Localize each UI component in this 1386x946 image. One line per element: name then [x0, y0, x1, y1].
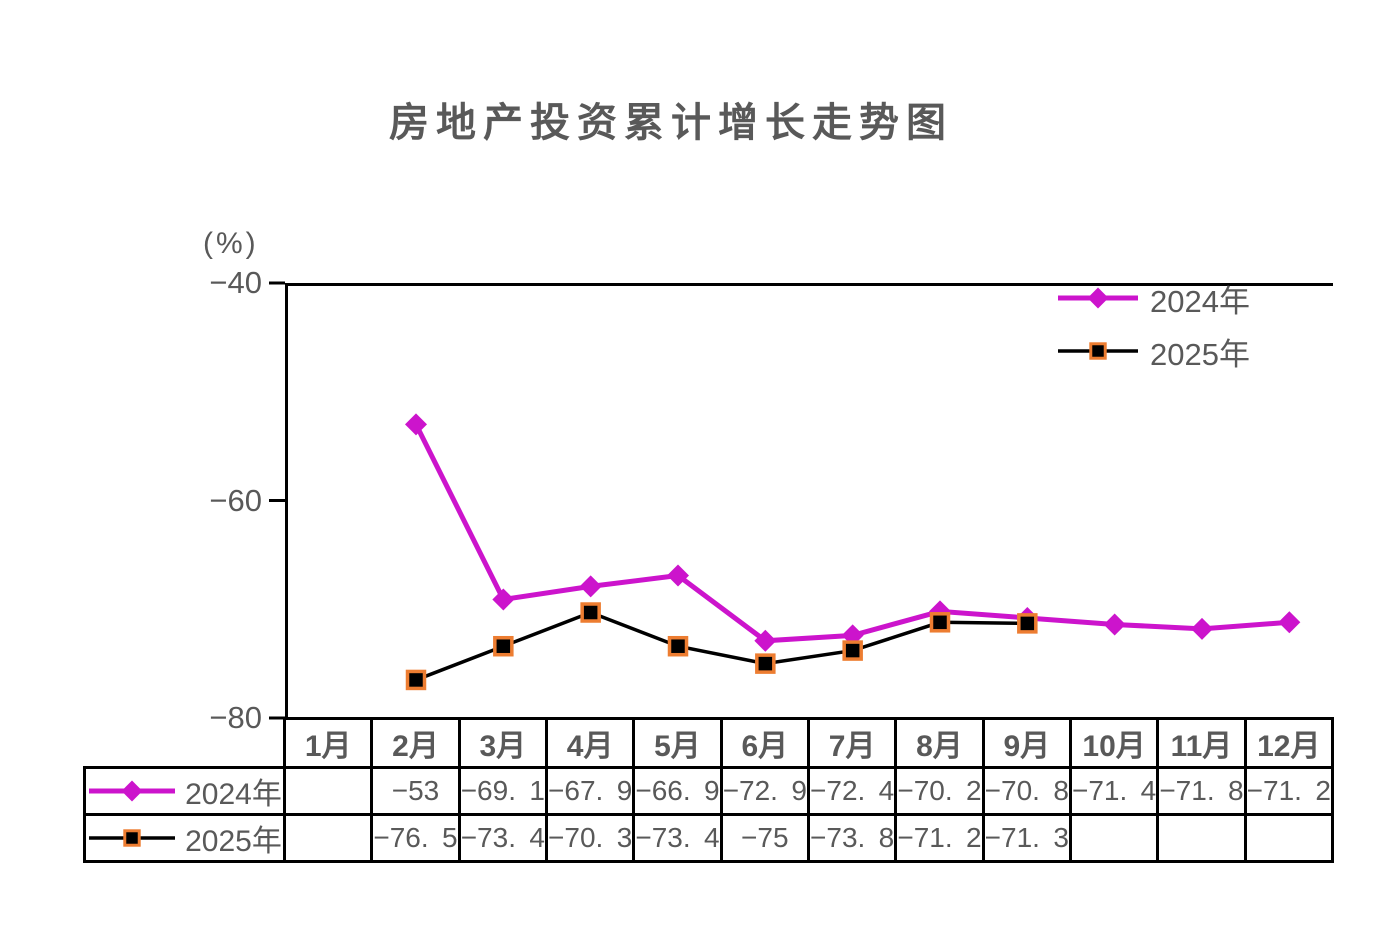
- data-point-marker-diamond: [1278, 611, 1301, 634]
- series-label-cell: 2025年: [83, 813, 286, 863]
- series-label-cell: 2024年: [83, 766, 286, 816]
- month-header-cell: 10月: [1068, 717, 1160, 769]
- data-point-marker-diamond: [1191, 617, 1213, 640]
- table-value-cell: −76. 5: [370, 813, 461, 863]
- data-point-marker-square: [929, 612, 951, 633]
- month-header-cell: 12月: [1243, 717, 1334, 769]
- table-value-cell: −70. 3: [544, 813, 636, 863]
- data-point-marker-diamond: [667, 564, 689, 587]
- table-value-cell: −69. 1: [457, 766, 548, 816]
- month-header-cell: 9月: [981, 717, 1072, 769]
- series-line-2025年: [415, 610, 1028, 682]
- table-value-cell: −71. 3: [981, 813, 1072, 863]
- data-point-marker-diamond: [579, 575, 602, 598]
- y-axis-tick-label: −60: [209, 482, 262, 518]
- data-point-marker-diamond: [405, 413, 427, 436]
- data-point-marker-square: [493, 635, 514, 657]
- table-value-cell: −71. 2: [894, 813, 985, 863]
- month-header-cell: 1月: [282, 717, 374, 769]
- table-value-cell: −71. 4: [1068, 766, 1160, 816]
- month-header-cell: 2月: [370, 717, 461, 769]
- data-point-marker-square: [842, 640, 863, 661]
- data-point-marker-square: [1089, 342, 1107, 360]
- data-point-marker-square: [123, 829, 141, 847]
- legend-label: 2025年: [1150, 336, 1250, 372]
- legend-item-2024年: 2024年: [1056, 276, 1250, 320]
- data-point-marker-square: [1017, 613, 1038, 634]
- table-value-cell: −72. 4: [806, 766, 898, 816]
- table-value-cell: [1156, 813, 1247, 863]
- table-value-cell: −71. 2: [1243, 766, 1334, 816]
- legend: 2024年 2025年: [1056, 276, 1250, 373]
- data-point-marker-diamond: [1087, 287, 1109, 309]
- table-value-cell: −70. 8: [981, 766, 1072, 816]
- table-value-cell: −73. 4: [457, 813, 548, 863]
- data-point-marker-diamond: [121, 780, 143, 802]
- data-point-marker-square: [405, 669, 427, 691]
- table-value-cell: −70. 2: [894, 766, 985, 816]
- series-name: 2024年: [185, 778, 282, 811]
- table-value-cell: −53: [370, 766, 461, 816]
- table-value-cell: −71. 8: [1156, 766, 1247, 816]
- data-point-marker-square: [667, 635, 689, 657]
- data-point-marker-square: [755, 653, 776, 674]
- legend-swatch-2024年: [1058, 287, 1138, 309]
- data-point-marker-diamond: [492, 588, 515, 611]
- table-row-2024年: 2024年 −53 −69. 1 −67. 9 −66. 9 −72. 9 −72. 4 −7…: [83, 766, 1334, 816]
- table-value-cell: −67. 9: [544, 766, 636, 816]
- table-value-cell: −73. 4: [632, 813, 723, 863]
- data-point-marker-diamond: [754, 629, 777, 652]
- month-header-cell: 7月: [806, 717, 898, 769]
- data-table: 1月 2月 3月 4月 5月 6月 7月 8月 9月 10月 11月 12月 2024年 −53 −69. …: [83, 717, 1334, 863]
- y-axis-tick-label: −40: [209, 265, 262, 300]
- data-point-marker-diamond: [1103, 613, 1126, 636]
- series-name: 2025年: [185, 825, 282, 858]
- table-value-cell: −75: [719, 813, 810, 863]
- legend-swatch-2024年: [89, 780, 176, 802]
- table-value-cell: [1243, 813, 1334, 863]
- y-axis-unit-label: (%): [203, 227, 259, 260]
- month-header-cell: 8月: [894, 717, 985, 769]
- month-header-cell: 4月: [544, 717, 636, 769]
- table-value-cell: [282, 813, 374, 863]
- month-header-cell: 3月: [457, 717, 548, 769]
- month-header-cell: 11月: [1156, 717, 1247, 769]
- legend-item-2025年: 2025年: [1056, 329, 1250, 373]
- month-header-cell: 6月: [719, 717, 810, 769]
- table-value-cell: [282, 766, 374, 816]
- month-header-cell: 5月: [632, 717, 723, 769]
- table-row-2025年: 2025年 −76. 5 −73. 4 −70. 3 −73. 4 −75 −73. 8 −7…: [83, 813, 1334, 863]
- legend-swatch-2025年: [1058, 342, 1138, 360]
- table-value-cell: [1068, 813, 1160, 863]
- table-value-cell: −72. 9: [719, 766, 810, 816]
- table-value-cell: −73. 8: [806, 813, 898, 863]
- legend-swatch-2025年: [89, 829, 176, 847]
- legend-label: 2024年: [1150, 283, 1250, 319]
- chart-title: 房地产投资累计增长走势图: [389, 101, 953, 145]
- table-value-cell: −66. 9: [632, 766, 723, 816]
- table-corner-cell: [84, 718, 286, 769]
- series-line-2024年: [413, 423, 1290, 644]
- data-point-marker-square: [580, 602, 601, 623]
